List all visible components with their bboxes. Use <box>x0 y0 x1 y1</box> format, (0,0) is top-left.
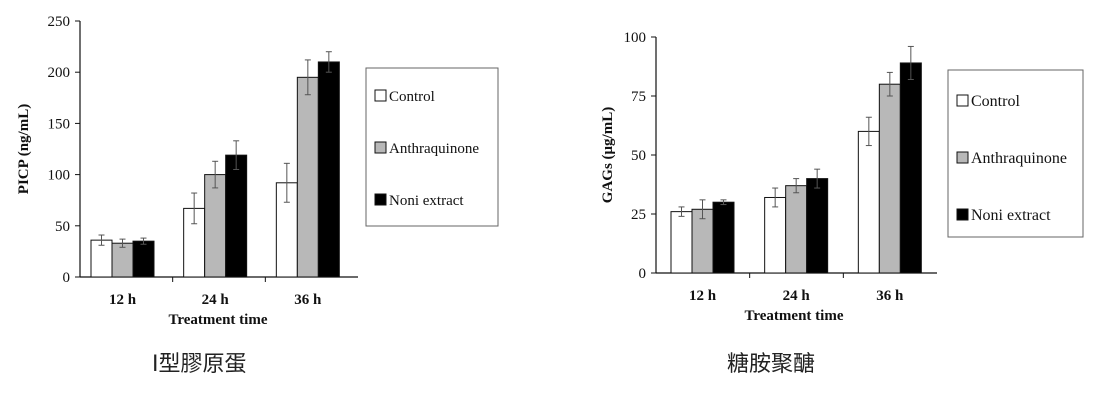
legend-swatch <box>374 89 387 102</box>
legend-label: Noni extract <box>971 207 1051 224</box>
x-tick-label: 36 h <box>876 288 904 304</box>
error-bar <box>793 178 800 194</box>
bar-control <box>857 130 880 274</box>
picp-caption: Ⅰ型膠原蛋 <box>152 352 247 377</box>
legend-label: Control <box>389 89 435 105</box>
error-bar <box>283 162 290 203</box>
error-bar <box>304 59 311 96</box>
bar-noni-extract <box>712 201 735 274</box>
bar-anthraquinone <box>111 242 134 278</box>
y-tick-label: 50 <box>631 148 646 164</box>
legend-label: Noni extract <box>389 193 464 209</box>
legend: Control Anthraquinone Noni extract <box>947 69 1084 238</box>
error-bar <box>98 234 105 246</box>
gags-chart-svg: 0 25 50 75 100 12 h 24 h 36 h Treatment time GAGs… <box>600 30 1084 324</box>
legend-box <box>947 69 1084 238</box>
y-tick-label: 50 <box>55 219 70 235</box>
legend-swatch <box>956 208 969 221</box>
bar-anthraquinone <box>878 83 901 274</box>
legend-label: Anthraquinone <box>971 150 1067 167</box>
legend-label: Control <box>971 93 1020 110</box>
error-bar <box>678 206 685 217</box>
x-tick-label: 36 h <box>294 292 322 308</box>
picp-chart: 0 50 100 150 200 250 12 h 24 h 36 h Treatment tim… <box>0 0 552 400</box>
x-tick-label: 24 h <box>783 288 811 304</box>
bar-noni-extract <box>317 61 340 278</box>
bar-anthraquinone <box>785 185 808 274</box>
y-tick-label: 100 <box>624 30 647 46</box>
error-bar <box>907 45 914 80</box>
gags-caption: 糖胺聚醣 <box>727 352 816 377</box>
x-tick-label: 12 h <box>109 292 137 308</box>
error-bar <box>699 199 706 220</box>
error-bar <box>814 168 821 189</box>
error-bar <box>191 192 198 225</box>
error-bar <box>140 237 147 245</box>
y-axis-label: GAGs (μg/mL) <box>600 107 616 203</box>
legend: Control Anthraquinone Noni extract <box>365 67 499 227</box>
error-bar <box>772 187 779 208</box>
legend-swatch <box>956 151 969 164</box>
y-tick-label: 25 <box>631 207 646 223</box>
x-axis-label: Treatment time <box>745 308 844 324</box>
y-tick-label: 100 <box>48 168 71 184</box>
bar-control <box>764 196 787 274</box>
error-bar <box>233 140 240 170</box>
legend-swatch <box>374 141 387 154</box>
bar-control <box>670 211 693 274</box>
error-bar <box>119 238 126 248</box>
error-bar <box>720 199 727 206</box>
plot-area: 0 50 100 150 200 250 12 h 24 h 36 h Treatment tim… <box>16 14 358 328</box>
legend-swatch <box>374 193 387 206</box>
error-bar <box>212 160 219 189</box>
legend-swatch <box>956 94 969 107</box>
y-tick-label: 75 <box>631 89 646 105</box>
error-bar <box>865 116 872 147</box>
x-axis-label: Treatment time <box>169 312 268 328</box>
error-bar <box>325 51 332 73</box>
bar-anthraquinone <box>296 76 319 278</box>
error-bar <box>886 71 893 97</box>
y-tick-label: 150 <box>48 116 71 132</box>
y-tick-label: 250 <box>48 14 71 30</box>
y-tick-label: 200 <box>48 65 71 81</box>
bar-noni-extract <box>899 62 922 274</box>
y-tick-label: 0 <box>639 266 647 282</box>
legend-label: Anthraquinone <box>389 141 479 157</box>
picp-chart-svg: 0 50 100 150 200 250 12 h 24 h 36 h Treatment tim… <box>16 14 499 328</box>
plot-area: 0 25 50 75 100 12 h 24 h 36 h Treatment time GAGs… <box>600 30 937 324</box>
bar-noni-extract <box>225 154 248 278</box>
x-tick-label: 24 h <box>202 292 230 308</box>
bar-anthraquinone <box>204 174 227 278</box>
legend-box <box>365 67 499 227</box>
gags-chart: 0 25 50 75 100 12 h 24 h 36 h Treatment time GAGs… <box>552 0 1103 400</box>
y-axis-label: PICP (ng/mL) <box>16 104 32 194</box>
bar-noni-extract <box>132 240 155 278</box>
y-tick-label: 0 <box>63 270 71 286</box>
bar-noni-extract <box>806 178 829 274</box>
x-tick-label: 12 h <box>689 288 717 304</box>
